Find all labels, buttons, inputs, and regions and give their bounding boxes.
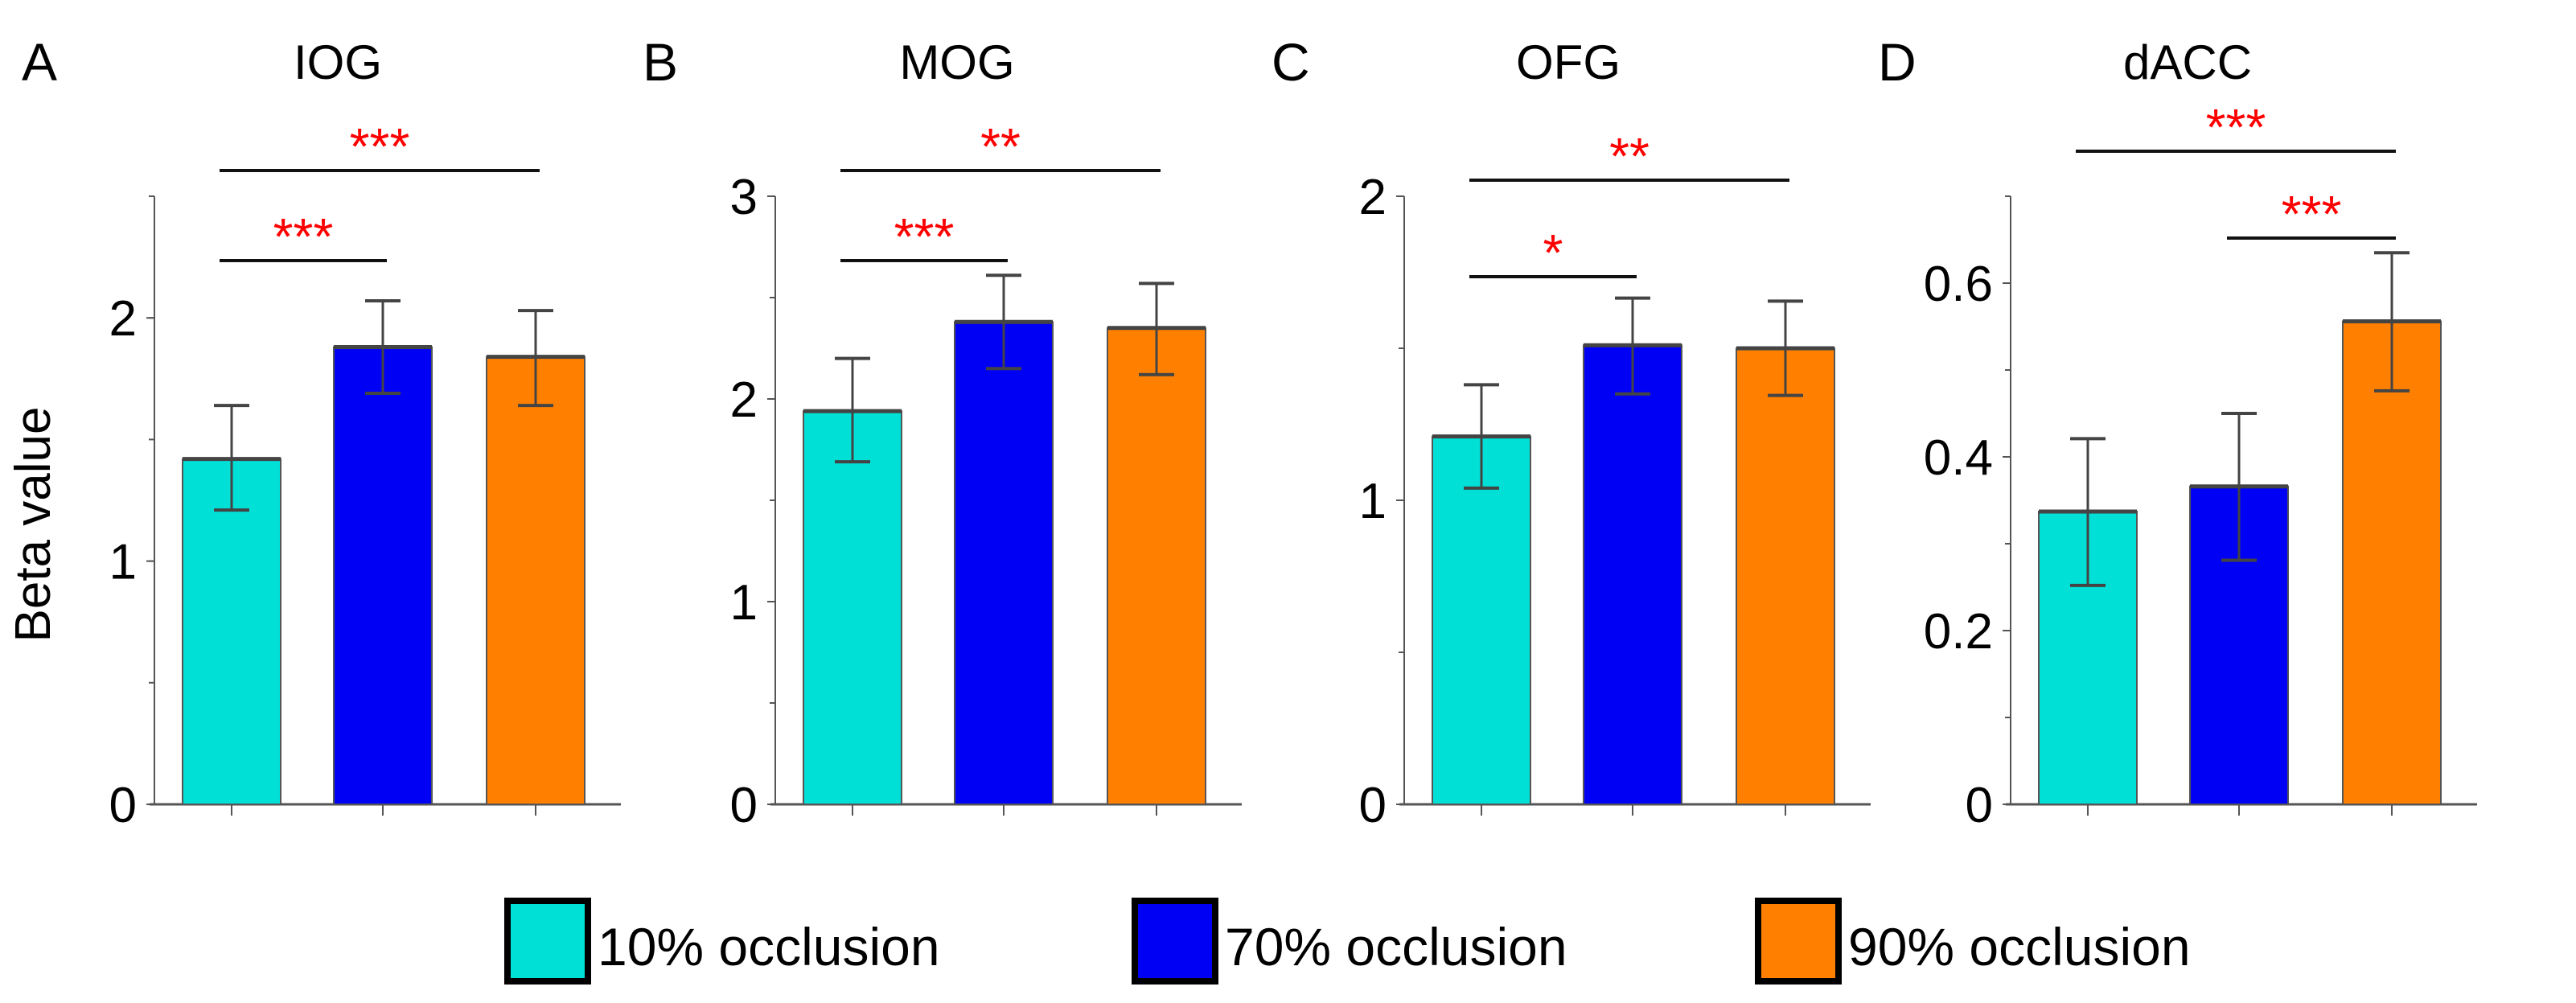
legend-item: 70% occlusion (1132, 898, 1567, 985)
legend-label: 10% occlusion (598, 917, 940, 976)
legend-label: 90% occlusion (1848, 917, 2191, 976)
panel-title: dACC (2123, 35, 2252, 89)
y-tick-label: 1 (730, 575, 758, 631)
y-tick-label: 0.6 (1924, 257, 1993, 312)
y-tick-label: 3 (730, 170, 758, 225)
bar (182, 458, 281, 805)
bar (1432, 435, 1531, 805)
y-tick-label: 2 (109, 291, 137, 347)
significance-stars: *** (350, 117, 410, 175)
bar (954, 321, 1054, 805)
y-tick-label: 0 (1359, 778, 1387, 833)
y-tick-label: 2 (1359, 170, 1387, 225)
panel-title: OFG (1516, 35, 1621, 89)
significance-stars: * (1543, 224, 1563, 282)
legend-label: 70% occlusion (1225, 917, 1567, 976)
panel-a: A IOG Beta value 0 1 2 *** *** (6, 32, 621, 833)
panel-title: MOG (899, 35, 1014, 89)
significance-stars: *** (273, 208, 334, 265)
panel-label: B (643, 32, 678, 92)
y-tick-label: 0.4 (1924, 430, 1993, 486)
y-tick-label: 2 (730, 372, 758, 428)
bar (1583, 344, 1682, 806)
bar (1736, 347, 1835, 805)
y-tick-label: 0 (730, 778, 758, 833)
significance-stars: ** (1609, 127, 1650, 185)
y-axis-label: Beta value (6, 407, 61, 643)
bar (2342, 320, 2442, 805)
significance-stars: ** (980, 117, 1021, 175)
panel-label: A (22, 32, 57, 92)
y-tick-label: 1 (109, 535, 137, 590)
bar (333, 346, 433, 806)
y-tick-label: 0 (109, 778, 137, 833)
bar (803, 410, 902, 805)
legend-swatch (504, 898, 591, 985)
bar (1107, 327, 1206, 805)
y-tick-label: 0 (1966, 778, 1993, 833)
legend-swatch (1755, 898, 1842, 985)
significance-stars: *** (2282, 185, 2342, 243)
legend-item: 10% occlusion (504, 898, 940, 985)
y-tick-label: 0.2 (1924, 604, 1993, 660)
significance-stars: *** (894, 208, 955, 265)
panel-label: D (1878, 32, 1917, 92)
legend: 10% occlusion 70% occlusion 90% occlusion (504, 898, 2191, 985)
significance-stars: *** (2206, 98, 2266, 156)
y-tick-label: 1 (1359, 474, 1387, 529)
legend-item: 90% occlusion (1755, 898, 2191, 985)
bar (486, 356, 585, 806)
panel-label: C (1272, 32, 1310, 92)
panel-title: IOG (294, 35, 382, 89)
legend-swatch (1132, 898, 1218, 985)
